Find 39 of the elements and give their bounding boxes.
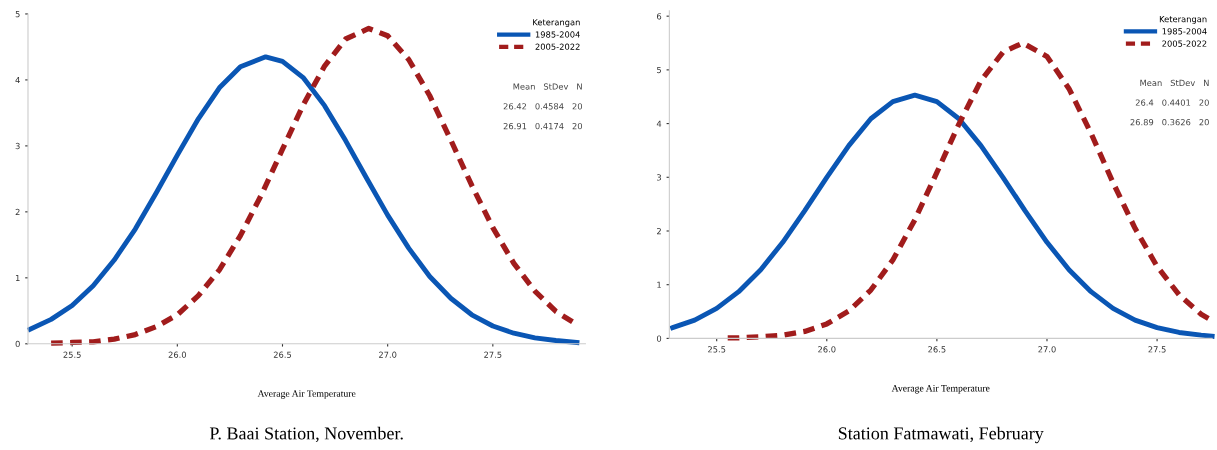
text: P. Baai Station, November. [209,426,403,443]
x-tick-label: 27.0 [1038,346,1056,353]
legend-label: 1985-2004 [1162,28,1207,35]
y-tick-label: 0 [15,340,20,348]
annotation: 26.89 0.3626 20 [1130,119,1209,126]
legend-label: 1985-2004 [535,31,580,38]
annotation: 26.42 0.4584 20 [503,103,583,110]
x-tick-label: 26.5 [273,351,292,358]
x-tick-label: 26.0 [168,351,187,358]
y-tick-label: 1 [657,281,661,288]
x-tick-label: 25.5 [63,351,81,358]
x-tick-label: 26.5 [928,346,946,353]
x-tick-label: 26.0 [818,346,836,353]
y-tick-label: 1 [15,274,20,281]
y-tick-label: 5 [15,11,20,18]
x-tick-label: 27.5 [484,351,502,358]
annotation: 26.4 0.4401 20 [1135,99,1209,106]
text: Station Fatmawati, February [838,426,1044,444]
legend-label: 2005-2022 [535,43,580,50]
annotation: Mean StDev N [513,83,582,90]
x-tick-label: 27.5 [1148,346,1166,353]
y-tick-label: 5 [657,66,661,74]
legend-label: 2005-2022 [1162,40,1207,47]
y-tick-label: 6 [656,13,662,20]
y-tick-label: 0 [656,335,662,342]
y-tick-label: 4 [656,120,662,127]
y-tick-label: 2 [15,208,20,216]
x-axis-title: Average Air Temperature [257,390,356,399]
annotation: Mean StDev N [1140,79,1209,87]
y-tick-label: 3 [657,174,662,181]
x-tick-label: 27.0 [379,351,397,358]
x-tick-label: 25.5 [708,346,726,353]
annotation: 26.91 0.4174 20 [503,122,583,130]
y-tick-label: 4 [15,77,20,84]
legend-title: Keterangan [1159,16,1207,24]
x-axis-title: Average Air Temperature [891,384,990,394]
y-tick-label: 3 [15,142,20,150]
y-tick-label: 2 [657,227,661,235]
legend-title: Keterangan [533,19,580,28]
